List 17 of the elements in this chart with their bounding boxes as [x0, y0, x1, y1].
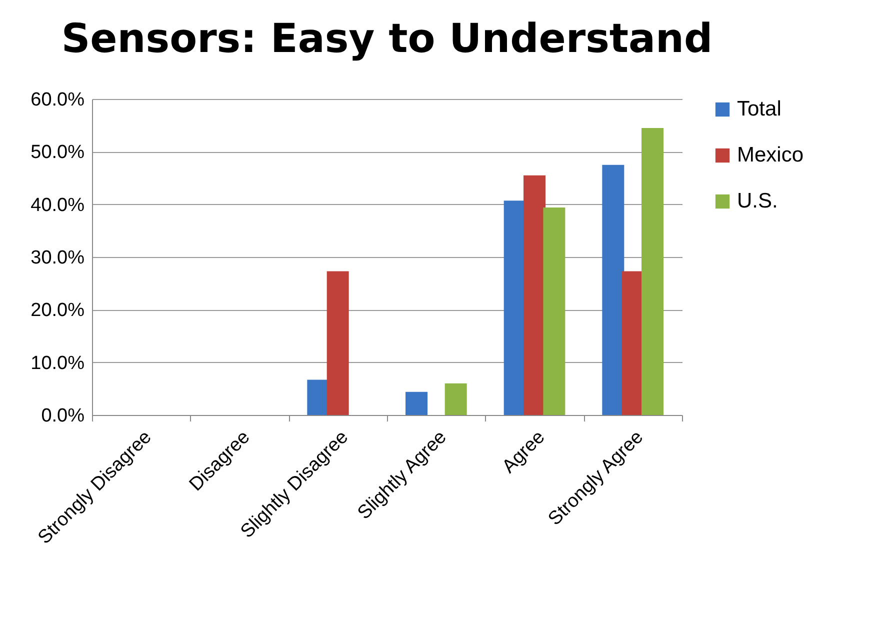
bar [406, 392, 428, 415]
bar [642, 128, 664, 415]
bar [602, 164, 624, 415]
legend-label: Mexico [737, 144, 804, 166]
y-tick-label: 60.0% [30, 90, 85, 110]
legend-label: U.S. [737, 190, 778, 212]
chart-title: Sensors: Easy to Understand [61, 16, 713, 62]
y-tick-label: 20.0% [30, 300, 85, 322]
y-tick-label: 40.0% [30, 194, 85, 216]
y-tick-label: 0.0% [41, 406, 85, 426]
y-tick-label: 50.0% [30, 142, 85, 164]
bar [543, 207, 566, 415]
bar [444, 383, 467, 415]
bar [326, 271, 349, 415]
legend-label: Total [737, 98, 782, 120]
y-tick-label: 30.0% [30, 248, 85, 268]
y-tick-label: 10.0% [30, 352, 85, 374]
